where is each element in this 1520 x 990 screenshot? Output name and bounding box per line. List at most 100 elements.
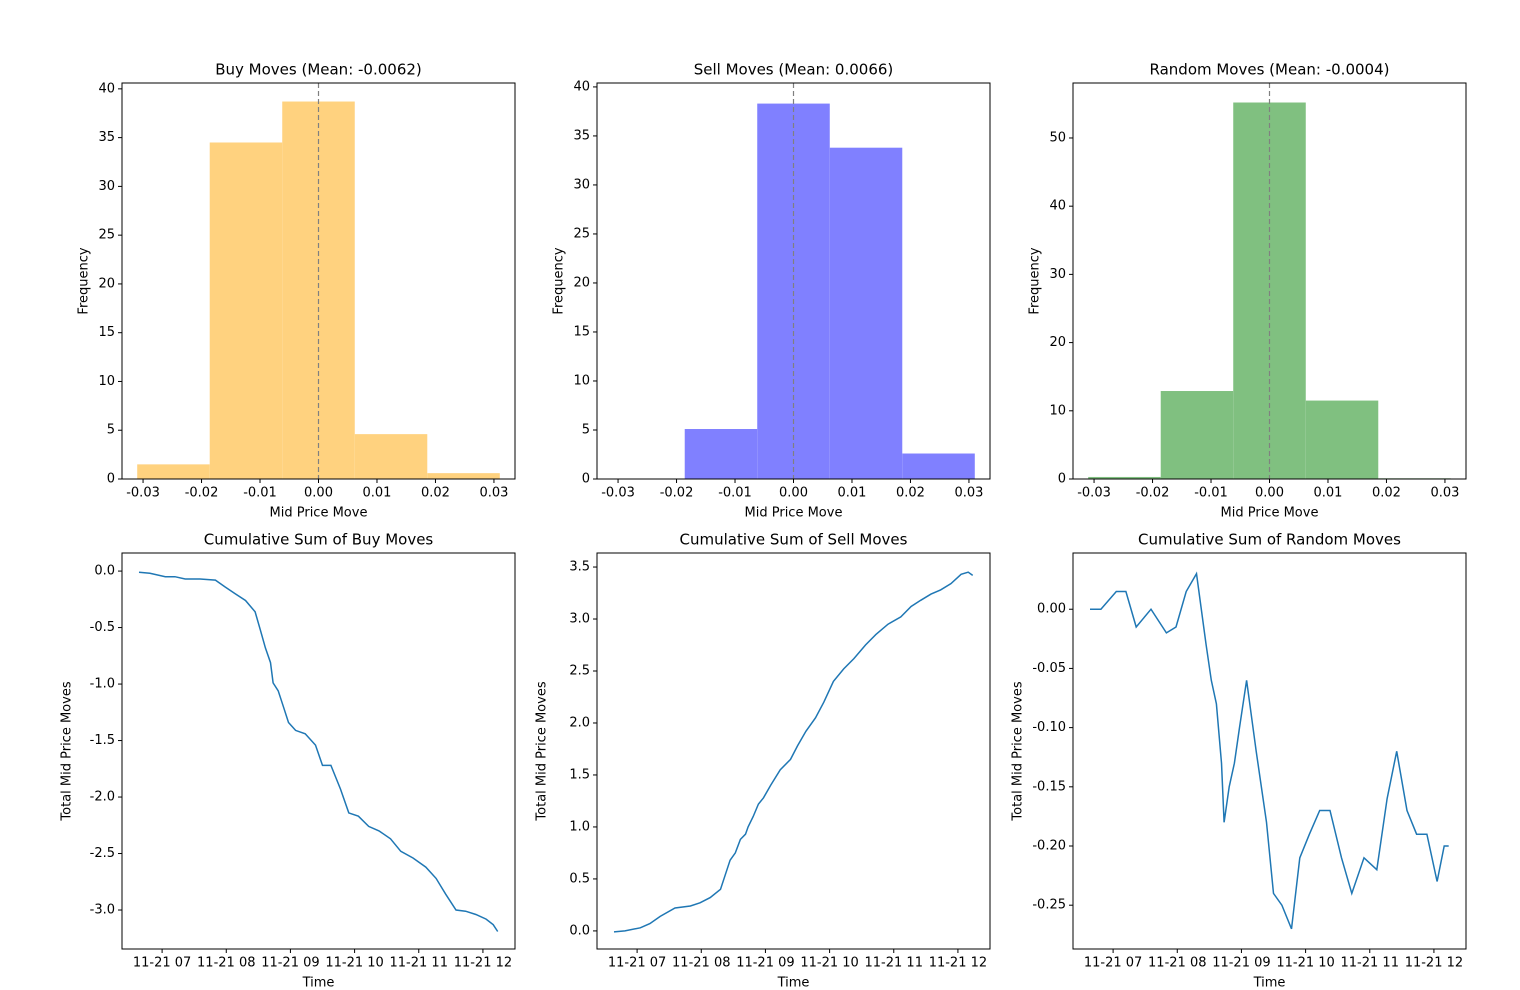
hist-bar	[354, 434, 428, 479]
y-tick-label: 40	[573, 79, 590, 94]
x-tick-label: 11-21 09	[261, 956, 319, 971]
x-tick-label: 11-21 08	[197, 956, 255, 971]
x-tick-label: 0.03	[1430, 486, 1459, 501]
y-tick-label: 0.5	[569, 871, 590, 886]
chart-title: Cumulative Sum of Random Moves	[1138, 531, 1401, 549]
x-axis-label: Time	[777, 976, 810, 990]
y-axis-label: Frequency	[1028, 247, 1043, 314]
data-line	[138, 571, 499, 932]
x-tick-label: -0.02	[660, 486, 694, 501]
chart-title: Cumulative Sum of Buy Moves	[204, 531, 434, 549]
x-tick-label: 0.02	[421, 486, 450, 501]
x-axis-label: Time	[1253, 976, 1286, 990]
y-axis-label: Frequency	[77, 247, 92, 314]
x-tick-label: 0.01	[838, 486, 867, 501]
y-tick-label: 20	[573, 275, 590, 290]
x-tick-label: 11-21 11	[865, 956, 923, 971]
hist-bar	[1305, 400, 1379, 479]
y-tick-label: 1.0	[569, 819, 590, 834]
y-tick-label: 30	[1049, 267, 1066, 282]
y-tick-label: -1.0	[90, 677, 115, 692]
x-tick-label: 0.01	[1314, 486, 1343, 501]
x-axis-label: Time	[302, 976, 335, 990]
y-tick-label: 35	[573, 128, 590, 143]
y-tick-label: -0.10	[1032, 720, 1066, 735]
y-tick-label: 5	[107, 423, 115, 438]
x-tick-label: -0.03	[126, 486, 160, 501]
x-tick-label: 11-21 10	[1276, 956, 1334, 971]
x-tick-label: 11-21 11	[390, 956, 448, 971]
x-tick-label: 0.00	[304, 486, 333, 501]
x-tick-label: 11-21 12	[929, 956, 987, 971]
x-tick-label: 11-21 11	[1341, 956, 1399, 971]
y-tick-label: 0.0	[94, 564, 115, 579]
x-tick-label: 11-21 07	[133, 956, 191, 971]
x-tick-label: 0.02	[896, 486, 925, 501]
x-tick-label: 0.00	[779, 486, 808, 501]
y-tick-label: 25	[98, 228, 115, 243]
y-tick-label: 35	[98, 130, 115, 145]
y-tick-label: 3.0	[569, 612, 590, 627]
axes-frame	[1072, 552, 1467, 950]
chart-title: Buy Moves (Mean: -0.0062)	[215, 61, 422, 79]
y-tick-label: 40	[1049, 199, 1066, 214]
x-tick-label: -0.01	[718, 486, 752, 501]
y-tick-label: 10	[1049, 403, 1066, 418]
hist-bar	[829, 147, 903, 480]
x-tick-label: -0.02	[185, 486, 219, 501]
y-tick-label: 10	[98, 374, 115, 389]
y-tick-label: 20	[1049, 335, 1066, 350]
hist-bar	[684, 429, 758, 479]
y-tick-label: 0	[582, 472, 590, 487]
x-tick-label: 11-21 12	[454, 956, 512, 971]
hist-bar	[902, 453, 975, 479]
y-tick-label: 30	[98, 179, 115, 194]
x-tick-label: 11-21 10	[325, 956, 383, 971]
y-tick-label: -0.05	[1032, 661, 1066, 676]
x-axis-label: Mid Price Move	[745, 506, 843, 521]
hist-bar	[1088, 476, 1161, 479]
y-tick-label: 0	[107, 472, 115, 487]
hist-bar	[209, 142, 283, 479]
y-tick-label: -2.0	[90, 790, 115, 805]
y-axis-label: Frequency	[552, 247, 567, 314]
chart-title: Random Moves (Mean: -0.0004)	[1150, 61, 1390, 79]
y-axis-label: Total Mid Price Moves	[535, 681, 550, 821]
x-tick-label: -0.02	[1136, 486, 1170, 501]
y-tick-label: 1.5	[569, 767, 590, 782]
chart-title: Cumulative Sum of Sell Moves	[680, 531, 908, 549]
x-tick-label: 11-21 09	[1212, 956, 1270, 971]
y-tick-label: 20	[98, 276, 115, 291]
axes-frame	[121, 552, 516, 950]
y-tick-label: 40	[98, 81, 115, 96]
y-axis-label: Total Mid Price Moves	[60, 681, 75, 821]
data-line	[1090, 571, 1449, 930]
x-tick-label: 11-21 08	[1148, 956, 1206, 971]
hist-bar	[427, 473, 500, 479]
x-tick-label: -0.01	[1194, 486, 1228, 501]
x-tick-label: 0.03	[954, 486, 983, 501]
x-tick-label: 0.03	[479, 486, 508, 501]
y-tick-label: 25	[573, 226, 590, 241]
x-tick-label: 11-21 12	[1405, 956, 1463, 971]
y-tick-label: -3.0	[90, 903, 115, 918]
y-tick-label: 15	[98, 325, 115, 340]
y-tick-label: 0	[1058, 472, 1066, 487]
x-axis-label: Mid Price Move	[1221, 506, 1319, 521]
x-tick-label: 11-21 09	[736, 956, 794, 971]
x-tick-label: -0.01	[243, 486, 277, 501]
chart-title: Sell Moves (Mean: 0.0066)	[694, 61, 894, 79]
y-tick-label: -0.25	[1032, 898, 1066, 913]
y-tick-label: -1.5	[90, 733, 115, 748]
y-tick-label: -0.15	[1032, 779, 1066, 794]
y-tick-label: 3.5	[569, 560, 590, 575]
y-tick-label: -0.5	[90, 620, 115, 635]
x-tick-label: 0.01	[363, 486, 392, 501]
x-tick-label: -0.03	[601, 486, 635, 501]
hist-bar	[1160, 391, 1234, 479]
y-tick-label: 5	[582, 422, 590, 437]
y-tick-label: 50	[1049, 130, 1066, 145]
x-axis-label: Mid Price Move	[270, 506, 368, 521]
x-tick-label: -0.03	[1077, 486, 1111, 501]
